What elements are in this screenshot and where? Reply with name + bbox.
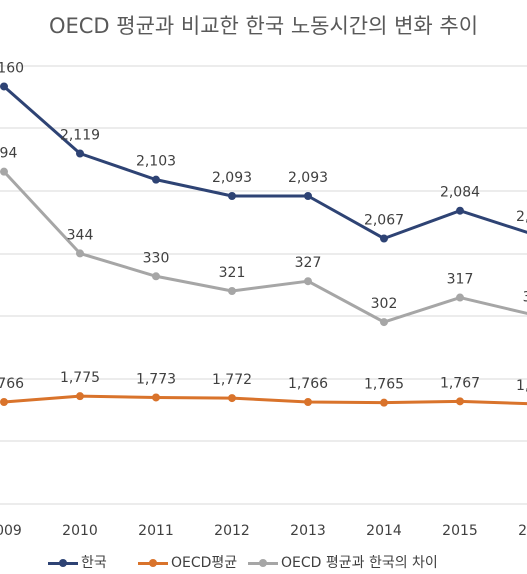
data-label: 2,069 — [516, 209, 527, 225]
chart-title: OECD 평균과 비교한 한국 노동시간의 변화 추이 — [48, 14, 479, 38]
data-point — [380, 234, 388, 243]
data-label: 1,773 — [136, 371, 176, 387]
data-point — [228, 287, 236, 295]
legend-item: OECD평균 — [138, 552, 237, 572]
data-label: 2,067 — [364, 213, 404, 229]
x-tick-label: 2009 — [0, 523, 22, 539]
legend: 한국 OECD평균 OECD 평균과 한국의 차이 — [0, 550, 527, 574]
data-label: 2,160 — [0, 60, 24, 76]
data-label: 330 — [143, 250, 170, 266]
data-label: 2,103 — [136, 154, 176, 170]
data-label: 1,772 — [212, 372, 252, 388]
legend-item: OECD 평균과 한국의 차이 — [248, 552, 438, 572]
series-line-1 — [3, 394, 527, 406]
x-tick-label: 2010 — [62, 523, 98, 539]
data-label: 2,093 — [212, 170, 252, 186]
data-point — [0, 82, 8, 91]
data-point — [152, 393, 160, 402]
data-label: 1,765 — [364, 377, 404, 393]
data-label: 327 — [295, 255, 322, 271]
data-label: 2,084 — [440, 185, 480, 201]
x-tick-label: 2015 — [442, 523, 478, 539]
data-label: 302 — [371, 296, 398, 312]
x-tick-label: 2014 — [366, 523, 402, 539]
data-label: 1,766 — [0, 376, 24, 392]
data-label: 2,119 — [60, 127, 100, 143]
x-axis-ticks: 2009 2010 2011 2012 2013 2014 2015 2016 — [0, 523, 527, 539]
data-point — [456, 206, 464, 215]
data-label: 321 — [219, 265, 246, 281]
data-point — [304, 277, 312, 286]
series-line-0 — [3, 85, 527, 241]
data-point — [304, 192, 312, 200]
legend-label: 한국 — [81, 555, 107, 571]
x-tick-label: 2012 — [214, 523, 250, 539]
series-lines — [2, 85, 527, 406]
legend-item: 한국 — [48, 552, 107, 572]
data-point — [456, 397, 464, 406]
data-point — [0, 398, 8, 406]
data-point — [152, 175, 160, 184]
data-point — [380, 318, 388, 327]
x-tick-label: 2013 — [290, 523, 326, 539]
series-line-2 — [2, 170, 527, 324]
data-labels: 2,160 2,119 2,103 2,093 2,093 2,067 2,084 2,069… — [0, 60, 527, 393]
legend-swatch-icon — [138, 556, 168, 570]
data-point — [152, 272, 160, 281]
legend-swatch-icon — [48, 556, 78, 570]
data-point — [228, 192, 236, 200]
x-tick-label: 2011 — [138, 523, 174, 539]
data-point — [76, 392, 84, 401]
data-label: 394 — [0, 146, 17, 162]
legend-swatch-icon — [248, 556, 278, 570]
data-point — [380, 398, 388, 407]
data-point — [0, 167, 8, 176]
data-label: 306 — [523, 290, 527, 306]
legend-label: OECD평균 — [171, 555, 238, 571]
series-points — [0, 82, 464, 407]
data-label: 1,763 — [516, 378, 527, 394]
legend-label: OECD 평균과 한국의 차이 — [281, 555, 438, 571]
gridlines — [0, 65, 527, 505]
data-label: 2,093 — [288, 170, 328, 186]
data-label: 1,766 — [288, 376, 328, 392]
data-point — [228, 394, 236, 403]
data-label: 1,775 — [60, 370, 100, 386]
x-tick-label: 2016 — [518, 523, 527, 539]
data-label: 1,767 — [440, 375, 480, 391]
data-label: 317 — [447, 272, 474, 288]
data-label: 344 — [67, 227, 94, 243]
data-point — [76, 149, 84, 158]
data-point — [456, 293, 464, 302]
data-point — [76, 249, 84, 258]
data-point — [304, 398, 312, 406]
